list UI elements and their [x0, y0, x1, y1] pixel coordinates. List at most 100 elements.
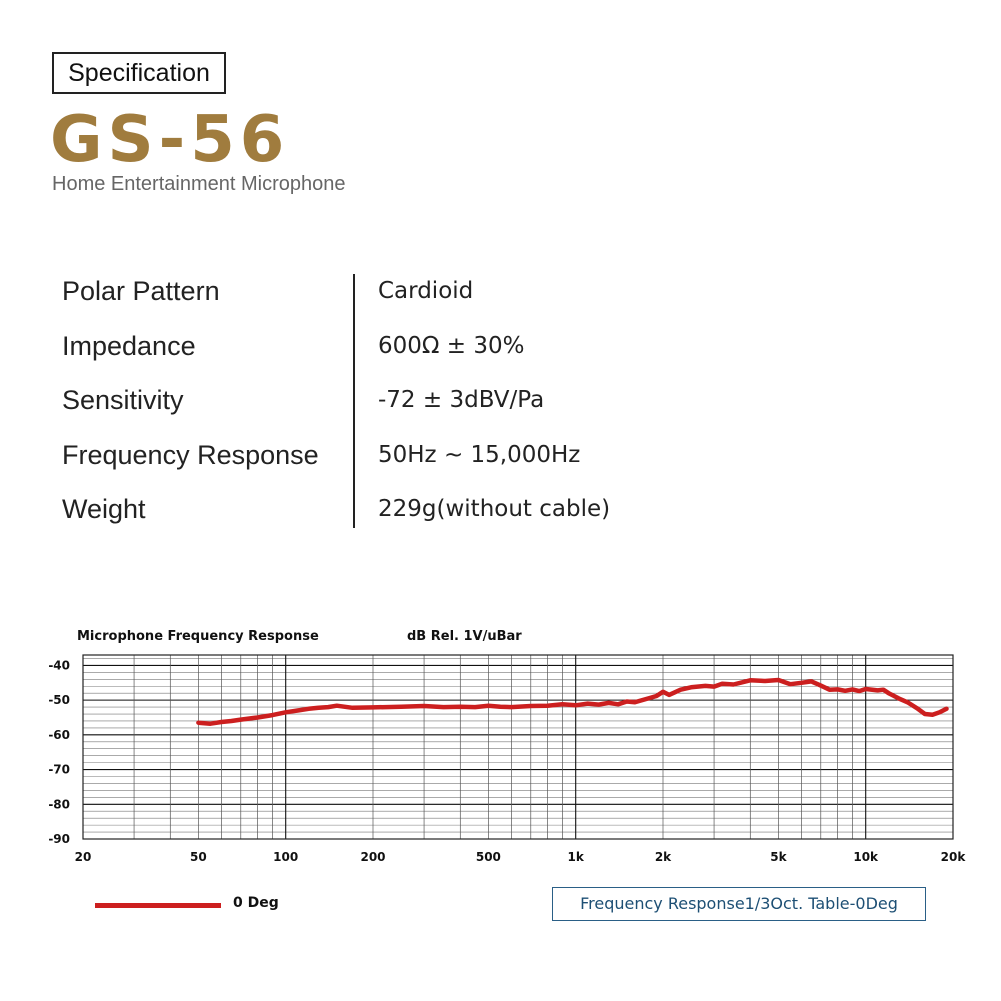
data-point: [810, 680, 813, 683]
spec-label: Sensitivity: [62, 385, 184, 415]
data-point: [561, 703, 564, 706]
data-point: [819, 684, 822, 687]
data-point: [296, 709, 299, 712]
series-points: [197, 678, 948, 725]
data-point: [459, 705, 462, 708]
data-point: [897, 697, 900, 700]
data-point: [704, 684, 707, 687]
spec-value: 229g(without cable): [378, 496, 611, 522]
chart-title: Microphone Frequency Response: [77, 629, 319, 644]
spec-label: Frequency Response: [62, 439, 319, 470]
data-point: [923, 713, 926, 716]
spec-value: 600Ω ± 30%: [378, 332, 525, 359]
frequency-table-label: Frequency Response1/3Oct. Table-0Deg: [552, 887, 926, 921]
data-point: [351, 706, 354, 709]
data-point: [499, 705, 502, 708]
y-tick-label: -50: [48, 693, 70, 707]
data-point: [317, 706, 320, 709]
data-point: [931, 713, 934, 716]
data-point: [915, 707, 918, 710]
y-tick-label: -90: [48, 832, 70, 846]
spec-row-weight: Weight 229g(without cable): [62, 490, 762, 545]
spec-label: Impedance: [62, 330, 196, 361]
x-tick-label: 1k: [568, 850, 585, 864]
data-point: [789, 683, 792, 686]
data-point: [907, 701, 910, 704]
data-point: [721, 682, 724, 685]
x-tick-label: 200: [360, 850, 385, 864]
x-tick-label: 2k: [655, 850, 672, 864]
spec-row-impedance: Impedance 600Ω ± 30%: [62, 327, 762, 382]
data-point: [655, 694, 658, 697]
chart-grid: [82, 655, 954, 840]
x-tick-label: 500: [476, 850, 501, 864]
x-tick-label: 20k: [941, 850, 967, 864]
data-point: [487, 704, 490, 707]
data-point: [625, 700, 628, 703]
spec-row-polar-pattern: Polar Pattern Cardioid: [62, 272, 762, 327]
data-point: [713, 685, 716, 688]
y-tick-label: -40: [48, 658, 70, 672]
data-point: [597, 703, 600, 706]
data-point: [844, 689, 847, 692]
data-point: [851, 688, 854, 691]
legend-line-swatch: [95, 903, 221, 908]
spec-value: 50Hz ~ 15,000Hz: [378, 441, 581, 468]
y-tick-label: -70: [48, 763, 70, 777]
x-tick-label: 100: [273, 850, 298, 864]
y-tick-label: -80: [48, 797, 70, 811]
spec-label: Polar Pattern: [62, 276, 220, 306]
data-point: [668, 693, 671, 696]
data-point: [777, 678, 780, 681]
series-line-0-deg: [196, 677, 949, 726]
data-point: [732, 683, 735, 686]
data-point: [529, 705, 532, 708]
data-point: [220, 721, 223, 724]
data-point: [239, 718, 242, 721]
x-tick-label: 50: [190, 850, 207, 864]
frequency-response-chart: -40 -50 -60 -70 -80 -90 20 50 100 200 500 1k 2k 5k 10…: [48, 629, 967, 864]
data-point: [876, 689, 879, 692]
data-point: [887, 692, 890, 695]
data-point: [474, 706, 477, 709]
data-point: [442, 706, 445, 709]
data-point: [648, 697, 651, 700]
data-point: [510, 706, 513, 709]
data-point: [423, 705, 426, 708]
data-point: [633, 701, 636, 704]
data-point: [284, 711, 287, 714]
data-point: [271, 714, 274, 717]
data-point: [327, 706, 330, 709]
data-point: [617, 703, 620, 706]
data-point: [586, 702, 589, 705]
spec-table: Polar Pattern Cardioid Impedance 600Ω ± …: [62, 272, 762, 545]
y-tick-labels: -40 -50 -60 -70 -80 -90: [48, 658, 70, 846]
x-tick-label: 10k: [853, 850, 879, 864]
x-tick-label: 20: [75, 850, 92, 864]
data-point: [945, 707, 948, 710]
y-tick-label: -60: [48, 728, 70, 742]
spec-row-sensitivity: Sensitivity -72 ± 3dBV/Pa: [62, 381, 762, 436]
plot-frame: [82, 654, 954, 840]
model-name: GS-56: [50, 103, 290, 177]
data-point: [882, 688, 885, 691]
spec-row-frequency-response: Frequency Response 50Hz ~ 15,000Hz: [62, 436, 762, 491]
product-subtitle: Home Entertainment Microphone: [52, 173, 346, 195]
data-point: [764, 680, 767, 683]
data-point: [836, 688, 839, 691]
data-point: [400, 705, 403, 708]
data-point: [607, 701, 610, 704]
spec-value: -72 ± 3dBV/Pa: [378, 387, 545, 413]
data-point: [197, 721, 200, 724]
data-point: [749, 679, 752, 682]
data-point: [372, 706, 375, 709]
spec-value: Cardioid: [378, 278, 474, 304]
data-point: [938, 711, 941, 714]
data-point: [828, 688, 831, 691]
data-point: [858, 690, 861, 693]
data-point: [307, 707, 310, 710]
chart-ylabel: dB Rel. 1V/uBar: [407, 629, 522, 644]
data-point: [574, 704, 577, 707]
data-point: [546, 704, 549, 707]
data-point: [230, 719, 233, 722]
